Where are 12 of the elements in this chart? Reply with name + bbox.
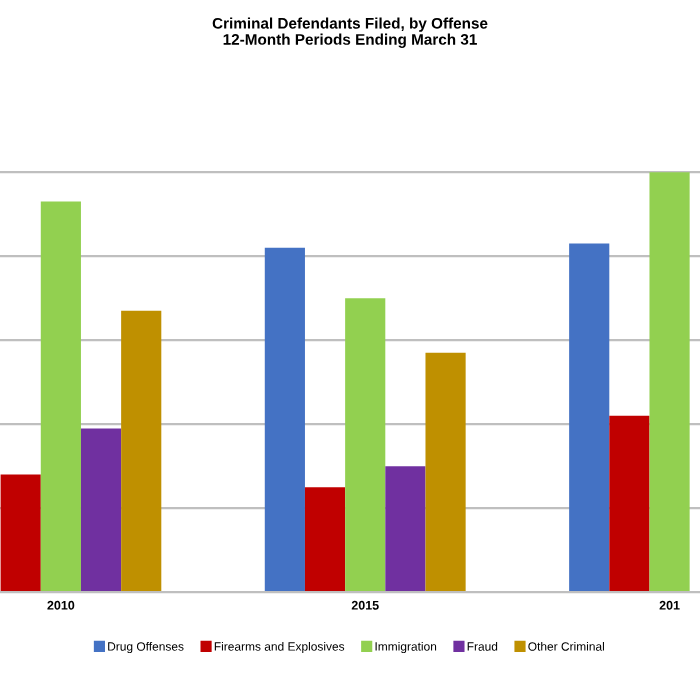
bar	[80, 428, 122, 593]
bar	[609, 415, 650, 593]
bar	[304, 487, 346, 593]
bar	[345, 298, 386, 593]
bar	[40, 201, 81, 593]
bar	[425, 352, 466, 593]
bar	[649, 172, 690, 593]
bar	[264, 247, 305, 593]
bar	[385, 466, 426, 593]
bar	[121, 310, 162, 593]
bar	[569, 243, 610, 593]
bar	[0, 474, 41, 593]
